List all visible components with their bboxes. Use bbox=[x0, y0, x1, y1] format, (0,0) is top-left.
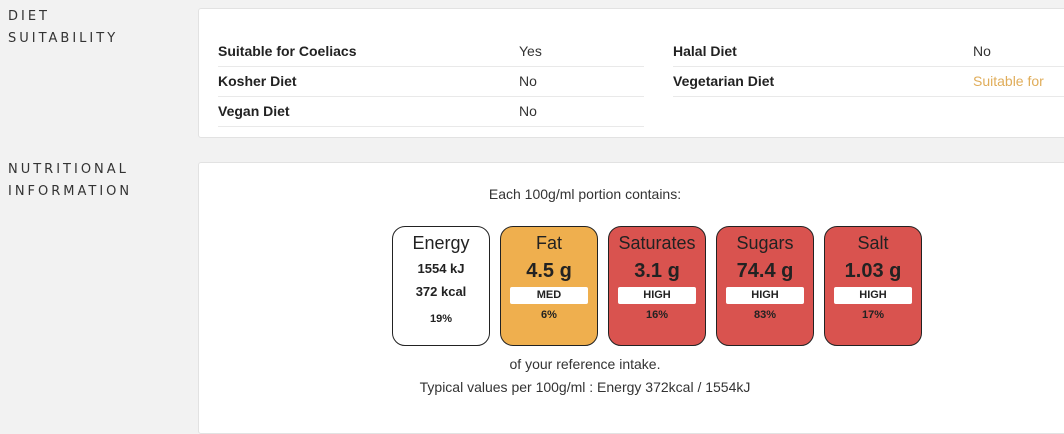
nutrition-card: Each 100g/ml portion contains: Energy 15… bbox=[198, 162, 1064, 434]
level-badge: HIGH bbox=[834, 287, 912, 304]
diet-row-kosher: Kosher Diet No bbox=[218, 67, 644, 97]
diet-row-vegan: Vegan Diet No bbox=[218, 97, 644, 127]
tile-percent: 16% bbox=[645, 309, 669, 321]
tile-name: Salt bbox=[857, 233, 889, 253]
diet-suitability-heading: DIET SUITABILITY bbox=[8, 6, 118, 50]
tile-percent: 83% bbox=[753, 309, 777, 321]
diet-label: Vegetarian Diet bbox=[673, 73, 775, 89]
diet-row-halal: Halal Diet No bbox=[673, 37, 1064, 67]
tile-percent: 17% bbox=[861, 309, 885, 321]
level-badge: MED bbox=[510, 287, 588, 304]
diet-heading-line2: SUITABILITY bbox=[8, 31, 119, 46]
tile-percent: 19% bbox=[429, 313, 453, 325]
diet-value-vegetarian: Suitable for bbox=[973, 73, 1044, 89]
diet-label: Kosher Diet bbox=[218, 73, 297, 89]
diet-suitability-card: Suitable for Coeliacs Yes Kosher Diet No… bbox=[198, 8, 1064, 138]
tile-name: Fat bbox=[535, 233, 562, 253]
portion-header: Each 100g/ml portion contains: bbox=[488, 186, 682, 202]
tile-amount: 3.1 g bbox=[634, 260, 680, 282]
saturates-tile: Saturates 3.1 g HIGH 16% bbox=[608, 226, 706, 346]
reference-intake-note: of your reference intake. bbox=[509, 356, 661, 372]
energy-tile: Energy 1554 kJ 372 kcal 19% bbox=[392, 226, 490, 346]
diet-row-vegetarian: Vegetarian Diet Suitable for bbox=[673, 67, 1064, 97]
tile-amount: 74.4 g bbox=[736, 260, 794, 282]
nutrition-heading-line2: INFORMATION bbox=[8, 184, 133, 199]
tile-name: Energy bbox=[412, 233, 470, 253]
diet-value: No bbox=[519, 73, 537, 89]
diet-heading-line1: DIET bbox=[8, 9, 50, 24]
fat-tile: Fat 4.5 g MED 6% bbox=[500, 226, 598, 346]
diet-value: Yes bbox=[519, 43, 542, 59]
diet-value: No bbox=[519, 103, 537, 119]
diet-row-coeliacs: Suitable for Coeliacs Yes bbox=[218, 37, 644, 67]
tile-name: Sugars bbox=[736, 233, 794, 253]
energy-kcal: 372 kcal bbox=[415, 284, 467, 299]
level-badge: HIGH bbox=[618, 287, 696, 304]
energy-kj: 1554 kJ bbox=[417, 261, 465, 276]
tile-amount: 4.5 g bbox=[526, 260, 572, 282]
level-badge: HIGH bbox=[726, 287, 804, 304]
diet-column-right: Halal Diet No Vegetarian Diet Suitable f… bbox=[673, 37, 1064, 97]
tile-name: Saturates bbox=[618, 233, 696, 253]
diet-value: No bbox=[973, 43, 991, 59]
nutritional-information-heading: NUTRITIONAL INFORMATION bbox=[8, 159, 132, 203]
tile-amount: 1.03 g bbox=[844, 260, 902, 282]
salt-tile: Salt 1.03 g HIGH 17% bbox=[824, 226, 922, 346]
typical-values-note: Typical values per 100g/ml : Energy 372k… bbox=[419, 379, 751, 395]
sugars-tile: Sugars 74.4 g HIGH 83% bbox=[716, 226, 814, 346]
diet-label: Suitable for Coeliacs bbox=[218, 43, 357, 59]
nutrition-heading-line1: NUTRITIONAL bbox=[8, 162, 129, 177]
diet-label: Vegan Diet bbox=[218, 103, 290, 119]
diet-label: Halal Diet bbox=[673, 43, 737, 59]
diet-column-left: Suitable for Coeliacs Yes Kosher Diet No… bbox=[218, 37, 644, 127]
tile-percent: 6% bbox=[541, 309, 557, 321]
